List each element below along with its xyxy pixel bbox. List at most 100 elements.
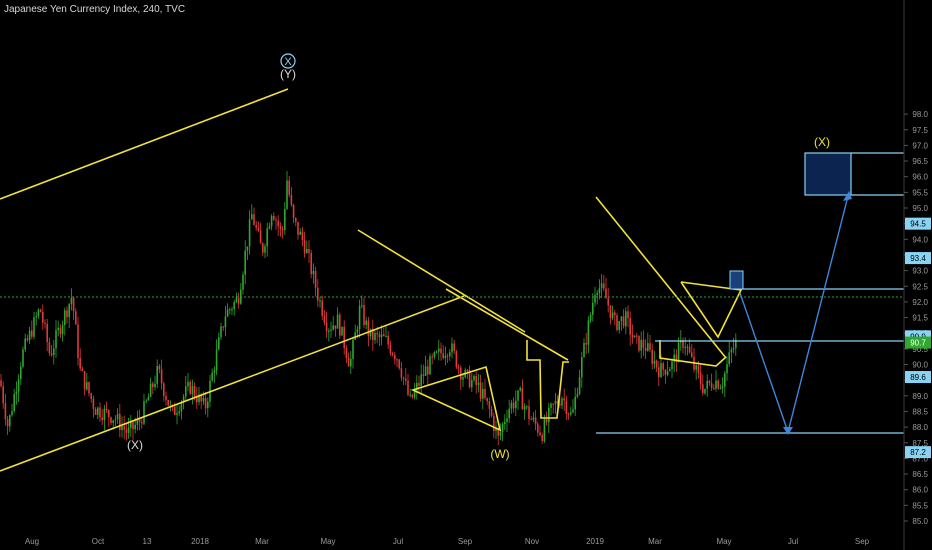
candle-body [341,326,343,336]
price-label-box [905,217,931,230]
candle-body [484,389,486,398]
candle-body [394,354,396,360]
candle-body [398,359,400,369]
candle-body [160,369,163,384]
candle-body [413,390,416,398]
candle-body [431,356,433,358]
annotation-x-low: (X) [127,438,143,452]
x-circle-marker [280,53,296,69]
y-tick-label: 92.0 [912,298,928,307]
candle-body [365,320,367,326]
candle-body [268,226,271,229]
candle-body [603,283,605,289]
candle-body [526,406,528,408]
candle-body [350,358,352,367]
candle-body [156,365,158,384]
candle-body [433,352,436,358]
candle-body [207,401,209,409]
candle-body [64,310,66,326]
candle-body [565,400,568,414]
candle-body [561,398,563,406]
candle-body [594,295,596,303]
candle-body [22,349,24,367]
candle-body [629,318,631,335]
candle-body [248,219,251,247]
x-tick-label: Mar [648,537,662,546]
candle-body [378,334,381,338]
candle-body [363,305,365,326]
candle-body [581,357,583,378]
candle-body [97,407,99,415]
candle-body [721,386,724,388]
price-label-text: 87.2 [910,448,926,457]
candle-body [427,366,429,375]
candle-body [420,374,422,386]
candle-body [715,380,717,389]
candle-body [372,328,374,341]
candle-body [286,180,288,209]
candle-body [405,378,407,381]
x-tick-label: Sep [458,537,473,546]
chart-title: Japanese Yen Currency Index, 240, TVC [4,4,186,15]
candle-body [347,357,350,367]
y-tick-label: 96.0 [912,173,928,182]
descending-line [357,229,526,333]
candle-body [13,394,15,412]
candle-body [301,231,304,241]
candle-body [539,432,541,435]
candle-body [134,424,136,430]
candle-body [647,343,649,351]
y-tick-label: 87.0 [912,454,928,463]
x-tick-label: Aug [25,537,39,546]
candle-body [482,389,484,399]
candle-body [191,386,194,394]
candle-body [422,374,425,376]
candle-body [440,348,442,354]
trendlines [0,88,743,472]
x-tick-label: Oct [92,537,105,546]
candle-body [149,383,152,397]
candle-body [37,309,40,317]
y-tick-label: 90.0 [912,361,928,370]
x-tick-label: Jul [393,537,403,546]
candle-body [273,215,275,220]
candle-body [108,410,110,418]
candle-body [486,397,488,402]
candle-body [710,382,713,388]
candle-body [308,249,310,253]
candle-body [314,270,317,288]
candle-body [121,426,123,431]
candle-body [70,297,73,304]
candle-body [127,427,130,433]
candle-body [94,408,97,415]
target-box-large [804,152,852,196]
candle-body [105,408,108,411]
candle-body [675,354,678,363]
candle-body [193,386,196,397]
candle-body [284,208,286,231]
candle-body [699,372,702,385]
candle-body [246,246,249,251]
candle-body [211,372,213,381]
candle-body [662,363,664,370]
candle-body [429,356,431,375]
candle-body [257,227,260,231]
candle-body [453,343,455,352]
candle-body [438,348,440,352]
candle-body [493,415,495,432]
candle-body [695,365,697,370]
y-tick-label: 92.5 [912,282,928,291]
candle-body [609,305,612,319]
candle-body [200,394,202,402]
candle-body [72,297,75,312]
candle-body [688,346,691,353]
candle-body [319,300,321,302]
candle-body [633,335,636,338]
y-tick-label: 86.0 [912,486,928,495]
candle-body [644,347,647,351]
candle-body [385,335,387,337]
candle-body [418,382,420,386]
candle-body [354,332,356,340]
upper-channel-line [0,88,289,200]
